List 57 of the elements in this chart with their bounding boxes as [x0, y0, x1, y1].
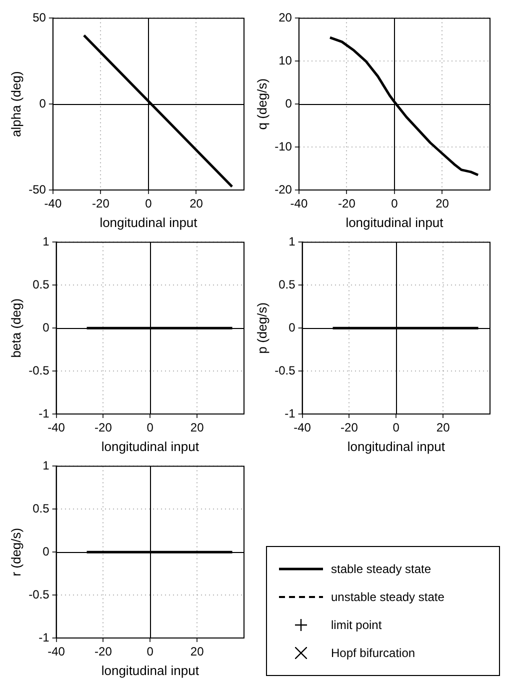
- y-tick-label: 0: [42, 544, 50, 558]
- text: Hopf bifurcation: [331, 646, 416, 660]
- y-axis-title: beta (deg): [8, 298, 24, 358]
- y-tick-label: 10: [278, 53, 292, 68]
- y-axis-title: p (deg/s): [254, 302, 270, 354]
- y-tick-label: -0.5: [28, 363, 50, 378]
- x-axis-title: longitudinal input: [101, 438, 200, 454]
- x-tick-label: 0: [146, 644, 154, 659]
- text: stable steady state: [331, 562, 432, 576]
- y-axis-title: q (deg/s): [254, 78, 270, 130]
- y-tick-label: -1: [284, 406, 296, 420]
- y-tick-label: -50: [28, 182, 46, 196]
- x-axis-title: longitudinal input: [346, 214, 444, 230]
- x-tick-label: -40: [44, 196, 62, 211]
- x-tick-label: -20: [340, 420, 358, 435]
- y-tick-label: 0: [39, 96, 46, 110]
- x-tick-label: 20: [190, 420, 204, 435]
- x-tick-label: -20: [338, 196, 356, 211]
- x-axis-title: longitudinal input: [100, 214, 198, 230]
- x-tick-label: 20: [436, 420, 450, 435]
- text: unstable steady state: [331, 590, 444, 604]
- x-tick-label: -40: [294, 420, 312, 435]
- x-tick-label: -20: [94, 420, 112, 435]
- x-tick-label: -20: [92, 196, 110, 211]
- x-tick-label: 20: [190, 644, 204, 659]
- y-tick-label: 0.5: [278, 277, 296, 292]
- x-tick-label: -40: [48, 420, 66, 435]
- text: limit point: [331, 618, 382, 632]
- x-tick-label: 0: [392, 420, 400, 435]
- y-tick-label: 1: [42, 234, 50, 249]
- y-tick-label: 0: [288, 320, 296, 334]
- y-tick-label: -1: [38, 406, 50, 420]
- x-axis-title: longitudinal input: [347, 438, 446, 454]
- y-tick-label: -20: [274, 182, 292, 196]
- y-tick-label: 0.5: [32, 277, 50, 292]
- x-tick-label: 20: [190, 196, 204, 211]
- y-tick-label: -1: [38, 630, 50, 644]
- x-tick-label: -20: [94, 644, 112, 659]
- y-tick-label: 20: [278, 10, 292, 25]
- x-tick-label: 0: [145, 196, 152, 211]
- y-tick-label: -0.5: [28, 587, 50, 602]
- y-axis-title: r (deg/s): [8, 528, 24, 576]
- y-tick-label: 1: [42, 458, 50, 473]
- x-tick-label: 0: [391, 196, 398, 211]
- y-tick-label: -0.5: [274, 363, 296, 378]
- y-tick-label: -10: [274, 139, 292, 154]
- y-tick-label: 0.5: [32, 501, 50, 516]
- x-tick-label: 0: [146, 420, 154, 435]
- x-tick-label: 20: [436, 196, 450, 211]
- y-tick-label: 50: [32, 10, 46, 25]
- y-axis-title: alpha (deg): [8, 71, 24, 137]
- x-tick-label: -40: [290, 196, 308, 211]
- x-axis-title: longitudinal input: [101, 662, 200, 678]
- y-tick-label: 1: [288, 234, 296, 249]
- y-tick-label: 0: [42, 320, 50, 334]
- x-tick-label: -40: [48, 644, 66, 659]
- y-tick-label: 0: [285, 96, 292, 110]
